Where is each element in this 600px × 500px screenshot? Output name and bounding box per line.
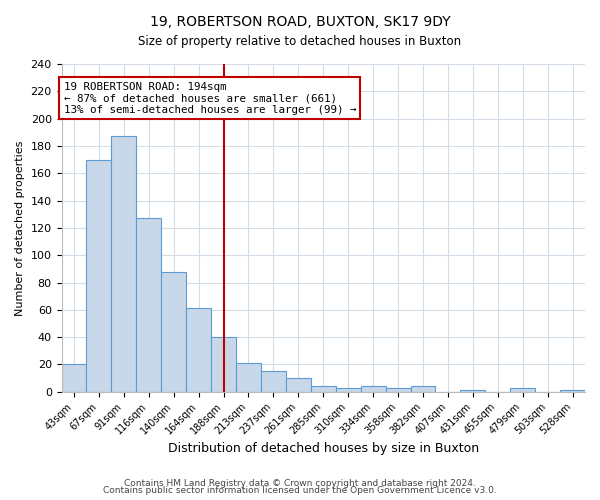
Bar: [86, 160, 112, 392]
Text: 19, ROBERTSON ROAD, BUXTON, SK17 9DY: 19, ROBERTSON ROAD, BUXTON, SK17 9DY: [149, 15, 451, 29]
Bar: [112, 136, 136, 392]
Bar: [136, 218, 161, 392]
Bar: [161, 272, 186, 392]
Text: Contains HM Land Registry data © Crown copyright and database right 2024.: Contains HM Land Registry data © Crown c…: [124, 478, 476, 488]
Bar: [560, 390, 585, 392]
X-axis label: Distribution of detached houses by size in Buxton: Distribution of detached houses by size …: [168, 442, 479, 455]
Bar: [460, 390, 485, 392]
Text: Contains public sector information licensed under the Open Government Licence v3: Contains public sector information licen…: [103, 486, 497, 495]
Bar: [211, 337, 236, 392]
Bar: [62, 364, 86, 392]
Bar: [336, 388, 361, 392]
Bar: [311, 386, 336, 392]
Text: 19 ROBERTSON ROAD: 194sqm
← 87% of detached houses are smaller (661)
13% of semi: 19 ROBERTSON ROAD: 194sqm ← 87% of detac…: [64, 82, 356, 115]
Y-axis label: Number of detached properties: Number of detached properties: [15, 140, 25, 316]
Bar: [410, 386, 436, 392]
Bar: [186, 308, 211, 392]
Bar: [236, 363, 261, 392]
Bar: [386, 388, 410, 392]
Text: Size of property relative to detached houses in Buxton: Size of property relative to detached ho…: [139, 35, 461, 48]
Bar: [361, 386, 386, 392]
Bar: [510, 388, 535, 392]
Bar: [286, 378, 311, 392]
Bar: [261, 372, 286, 392]
